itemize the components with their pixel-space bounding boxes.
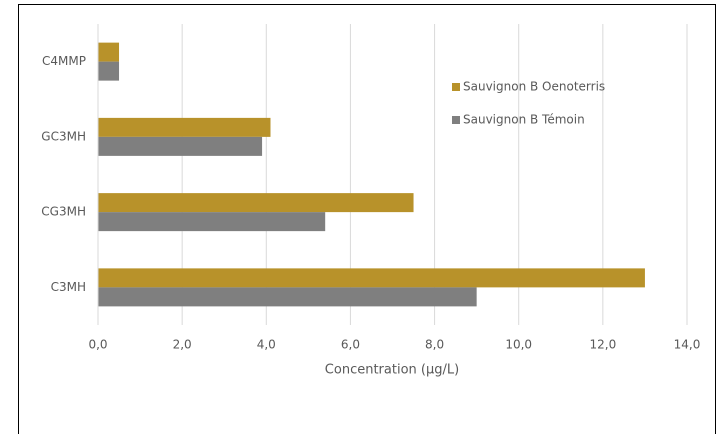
bar <box>98 193 414 213</box>
bar <box>98 268 645 288</box>
x-tick-label: 6,0 <box>341 338 360 352</box>
y-tick-label: CG3MH <box>41 205 86 219</box>
x-tick-label: 10,0 <box>505 338 532 352</box>
x-tick-label: 0,0 <box>88 338 107 352</box>
legend-label: Sauvignon B Oenoterris <box>463 80 605 94</box>
x-tick-label: 12,0 <box>589 338 616 352</box>
bar <box>98 117 271 137</box>
x-axis-title: Concentration (µg/L) <box>325 363 459 378</box>
y-tick-label: C3MH <box>51 280 86 294</box>
legend-swatch <box>452 116 460 124</box>
x-tick-label: 4,0 <box>257 338 276 352</box>
bar <box>98 136 263 156</box>
legend-swatch <box>452 83 460 91</box>
y-tick-label: GC3MH <box>41 129 86 143</box>
x-tick-label: 2,0 <box>173 338 192 352</box>
bar <box>98 61 120 81</box>
x-tick-label: 14,0 <box>674 338 701 352</box>
legend-label: Sauvignon B Témoin <box>463 113 585 127</box>
bar <box>98 42 120 62</box>
y-tick-label: C4MMP <box>42 54 86 68</box>
bar <box>98 287 477 307</box>
x-tick-label: 8,0 <box>425 338 444 352</box>
bar <box>98 212 326 232</box>
